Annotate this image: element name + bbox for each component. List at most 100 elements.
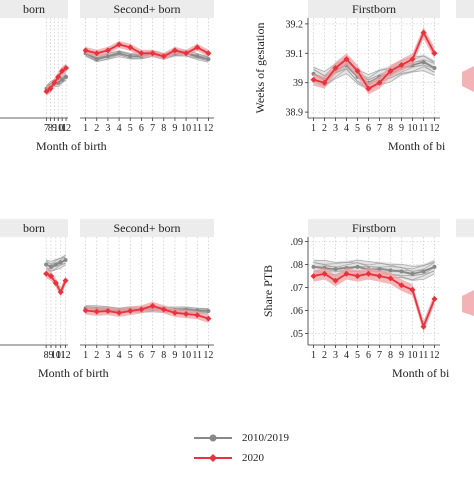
point-2020 — [43, 270, 50, 277]
point-2020 — [387, 67, 394, 74]
x-tick-label: 5 — [128, 350, 133, 361]
x-tick-label: 9 — [172, 123, 177, 134]
point-2020 — [93, 50, 100, 57]
point-2020 — [310, 273, 317, 280]
point-2020 — [149, 50, 156, 57]
x-tick-label: 8 — [44, 350, 49, 361]
y-tick-label: .08 — [291, 260, 304, 271]
x-tick-label: 3 — [333, 350, 338, 361]
x-tick-label: 4 — [117, 123, 122, 134]
point-2020 — [116, 41, 123, 48]
x-tick-label: 12 — [203, 123, 213, 134]
point-2020 — [398, 282, 405, 289]
x-tick-label: 3 — [105, 350, 110, 361]
panel-bottom-right-first: Firstborn.05.06.07.08.091 2 3 4 5 6 7 8 9 10 11 12S… — [261, 219, 450, 380]
point-2020 — [420, 323, 427, 330]
point-2020 — [138, 306, 145, 313]
x-tick-label: 4 — [117, 350, 122, 361]
legend-item-2020: 2020 — [192, 448, 392, 468]
point-2020 — [205, 50, 212, 57]
point-baseline — [432, 264, 437, 269]
point-2020 — [409, 286, 416, 293]
point-baseline — [311, 264, 316, 269]
point-2020 — [332, 277, 339, 284]
y-tick-label: 39 — [293, 78, 303, 89]
panel-title: Second+ born — [113, 221, 180, 235]
panel-header — [0, 219, 68, 237]
x-tick-label: 4 — [344, 350, 349, 361]
point-2020 — [43, 88, 50, 95]
y-tick-label: 39.1 — [286, 49, 304, 60]
panel-header — [80, 0, 214, 18]
x-tick-label: 11 — [419, 350, 429, 361]
point-2020 — [127, 307, 134, 314]
x-tick-label: 1 — [311, 350, 316, 361]
point-2020 — [171, 47, 178, 54]
panel-title: born — [23, 2, 45, 16]
x-tick-label: 11 — [192, 123, 202, 134]
legend-swatch-2020 — [194, 454, 232, 462]
x-tick-label: 9 — [399, 350, 404, 361]
point-2020 — [376, 79, 383, 86]
cohort-line — [46, 254, 66, 262]
point-2020 — [55, 73, 62, 80]
point-2020 — [160, 53, 167, 60]
point-2020 — [321, 270, 328, 277]
x-tick-label: 11 — [57, 123, 67, 134]
x-tick-label: 2 — [322, 350, 327, 361]
point-2020 — [365, 270, 372, 277]
cropped-band-right-top — [462, 66, 474, 92]
legend-item-baseline: 2010/2019 — [192, 428, 392, 448]
x-tick-label: 1 — [83, 350, 88, 361]
point-2020 — [47, 85, 54, 92]
cropped-header-right-top — [456, 0, 474, 18]
x-tick-label: 9 — [52, 123, 57, 134]
panel-title: Firstborn — [352, 2, 396, 16]
x-tick-label: 4 — [344, 123, 349, 134]
point-2020 — [431, 296, 438, 303]
x-axis-label: Month of birth — [38, 366, 109, 380]
point-2020 — [343, 56, 350, 63]
x-tick-label: 8 — [161, 123, 166, 134]
x-tick-label: 6 — [139, 123, 144, 134]
y-tick-label: 39.2 — [286, 19, 304, 30]
panel-header — [308, 0, 440, 18]
cohort-line — [85, 55, 209, 63]
x-axis-label: Month of bi — [392, 366, 450, 380]
legend-swatch-baseline — [194, 434, 232, 442]
point-baseline — [63, 257, 68, 262]
x-tick-label: 3 — [105, 123, 110, 134]
panel-header — [0, 0, 68, 18]
x-tick-label: 2 — [94, 123, 99, 134]
x-tick-label: 12 — [430, 123, 440, 134]
cohort-line — [313, 261, 435, 270]
x-tick-label: 7 — [150, 350, 155, 361]
x-tick-label: 5 — [355, 350, 360, 361]
x-tick-label: 8 — [161, 350, 166, 361]
legend-label-2020: 2020 — [242, 452, 264, 464]
y-tick-label: .06 — [291, 306, 304, 317]
point-2020 — [63, 65, 70, 71]
point-2020 — [354, 67, 361, 74]
point-2020 — [160, 306, 167, 313]
x-tick-label: 11 — [56, 350, 66, 361]
point-2020 — [420, 29, 427, 36]
point-2020 — [354, 273, 361, 280]
point-2020 — [48, 273, 54, 280]
point-2020 — [409, 56, 416, 63]
point-baseline — [58, 260, 63, 265]
point-2020 — [205, 315, 212, 322]
point-2020 — [194, 44, 201, 51]
point-2020 — [365, 85, 372, 92]
x-tick-label: 6 — [139, 350, 144, 361]
cropped-header-right-bottom — [456, 219, 474, 237]
y-axis-label: Share PTB — [261, 265, 275, 317]
y-tick-label: .05 — [291, 329, 304, 340]
point-2020 — [194, 312, 201, 319]
x-tick-label: 7 — [150, 123, 155, 134]
cohort-line — [46, 264, 66, 272]
x-tick-label: 1 — [83, 123, 88, 134]
